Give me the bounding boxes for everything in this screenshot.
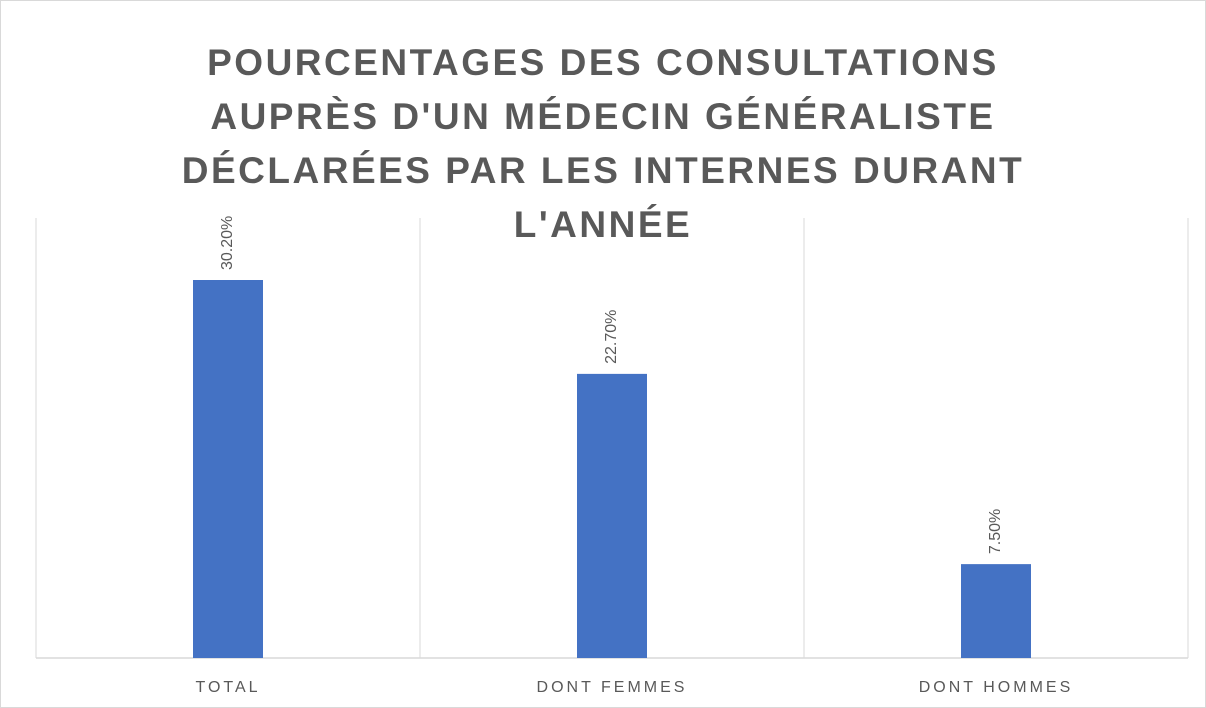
bar xyxy=(961,564,1031,658)
x-tick-label: DONT HOMMES xyxy=(919,679,1073,696)
chart-title: POURCENTAGES DES CONSULTATIONS AUPRÈS D'… xyxy=(181,42,1025,245)
x-tick-label: TOTAL xyxy=(195,679,260,696)
bar xyxy=(577,373,647,658)
data-label: 7.50% xyxy=(987,509,1004,554)
x-tick-label: DONT FEMMES xyxy=(537,679,688,696)
bar xyxy=(193,280,263,658)
data-label: 22.70% xyxy=(603,310,620,364)
data-label: 30.20% xyxy=(219,216,236,270)
